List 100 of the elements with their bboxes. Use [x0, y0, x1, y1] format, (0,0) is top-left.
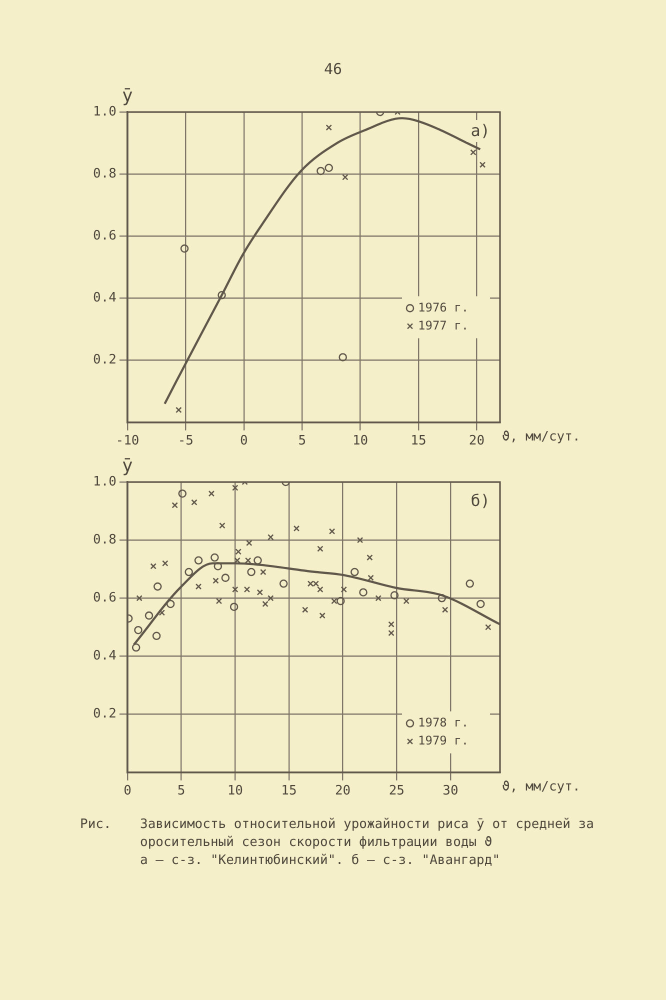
- x-tick-label: 15: [281, 784, 297, 799]
- point: [232, 586, 238, 593]
- point: [153, 582, 162, 591]
- point: [219, 522, 226, 529]
- x-axis-title: ϑ, мм/сут.: [502, 779, 580, 794]
- point: [166, 600, 175, 608]
- point: [158, 610, 166, 616]
- y-axis-title: ȳ: [122, 86, 134, 107]
- y-tick-label: 0.4: [92, 290, 117, 306]
- point: [279, 579, 288, 588]
- text: б): [470, 491, 490, 510]
- point: [307, 580, 314, 587]
- point: [302, 606, 308, 613]
- point: [216, 598, 222, 604]
- point: [324, 164, 334, 172]
- y-tick-label: 0.8: [92, 166, 116, 182]
- point: [438, 594, 446, 602]
- x-tick-label: 5: [177, 784, 186, 799]
- point: [268, 595, 274, 602]
- point: [221, 574, 230, 582]
- x-tick-label: 25: [388, 784, 404, 799]
- text: Рис.: [80, 816, 112, 834]
- x-tick-label: 15: [410, 434, 426, 449]
- point: [466, 579, 474, 588]
- y-tick-label: 0.6: [92, 228, 116, 244]
- point: [178, 489, 187, 498]
- point: [328, 528, 336, 534]
- point: [368, 574, 374, 581]
- point: [172, 502, 178, 508]
- legend-label: 1977 г.: [418, 318, 469, 332]
- point: [208, 490, 215, 497]
- point: [388, 621, 394, 628]
- point: [195, 583, 202, 590]
- point: [180, 244, 189, 253]
- text: 46: [322, 60, 344, 78]
- y-axis-title: ȳ: [122, 456, 134, 477]
- legend-label: 1978 г.: [418, 716, 469, 730]
- point: [247, 568, 256, 576]
- point: [317, 586, 324, 593]
- y-tick-label: 1.0: [92, 104, 116, 120]
- point: [403, 598, 410, 604]
- point: [336, 596, 345, 606]
- legend-label: 1979 г.: [418, 734, 469, 748]
- point: [232, 484, 238, 491]
- point: [326, 124, 332, 131]
- point: [254, 556, 262, 565]
- point: [244, 557, 252, 564]
- x-tick-label: -5: [178, 434, 194, 449]
- point: [134, 626, 142, 634]
- text: а): [470, 121, 490, 140]
- point: [476, 600, 485, 608]
- y-tick-label: 0.8: [92, 532, 116, 548]
- x-tick-label: 5: [298, 434, 306, 449]
- x-tick-label: 10: [352, 434, 368, 449]
- x-axis-title: ϑ, мм/сут.: [502, 429, 580, 444]
- point: [184, 568, 193, 576]
- y-tick-label: 0.4: [92, 648, 117, 664]
- legend-label: 1976 г.: [418, 300, 469, 314]
- x-tick-label: 0: [124, 784, 132, 799]
- point: [388, 630, 394, 636]
- point: [230, 602, 238, 612]
- point: [375, 595, 382, 602]
- point: [162, 560, 168, 566]
- point: [268, 534, 274, 540]
- point: [342, 174, 348, 180]
- point: [246, 540, 252, 546]
- y-tick-label: 0.2: [92, 352, 116, 368]
- point: [191, 499, 198, 506]
- point: [317, 546, 324, 552]
- point: [235, 548, 242, 555]
- point: [319, 612, 326, 619]
- point: [390, 591, 399, 600]
- point: [244, 586, 250, 593]
- point: [136, 595, 142, 602]
- point: [144, 611, 154, 620]
- point: [214, 562, 222, 570]
- point: [316, 166, 325, 176]
- point: [194, 556, 203, 565]
- x-tick-label: 10: [227, 784, 243, 799]
- point: [176, 406, 182, 414]
- x-tick-label: 30: [442, 784, 458, 799]
- point: [262, 600, 268, 608]
- point: [150, 563, 156, 570]
- point: [366, 554, 373, 561]
- point: [356, 536, 364, 544]
- point: [293, 525, 300, 532]
- x-tick-label: 0: [240, 434, 248, 449]
- point: [256, 589, 264, 596]
- point: [350, 568, 359, 576]
- point: [442, 606, 448, 613]
- point: [152, 632, 161, 640]
- y-tick-label: 1.0: [92, 474, 116, 490]
- point: [479, 162, 486, 168]
- point: [331, 598, 338, 604]
- y-tick-label: 0.6: [92, 590, 116, 606]
- point: [210, 553, 219, 562]
- point: [260, 568, 266, 576]
- point: [359, 588, 368, 596]
- point: [132, 643, 140, 652]
- point: [485, 624, 492, 630]
